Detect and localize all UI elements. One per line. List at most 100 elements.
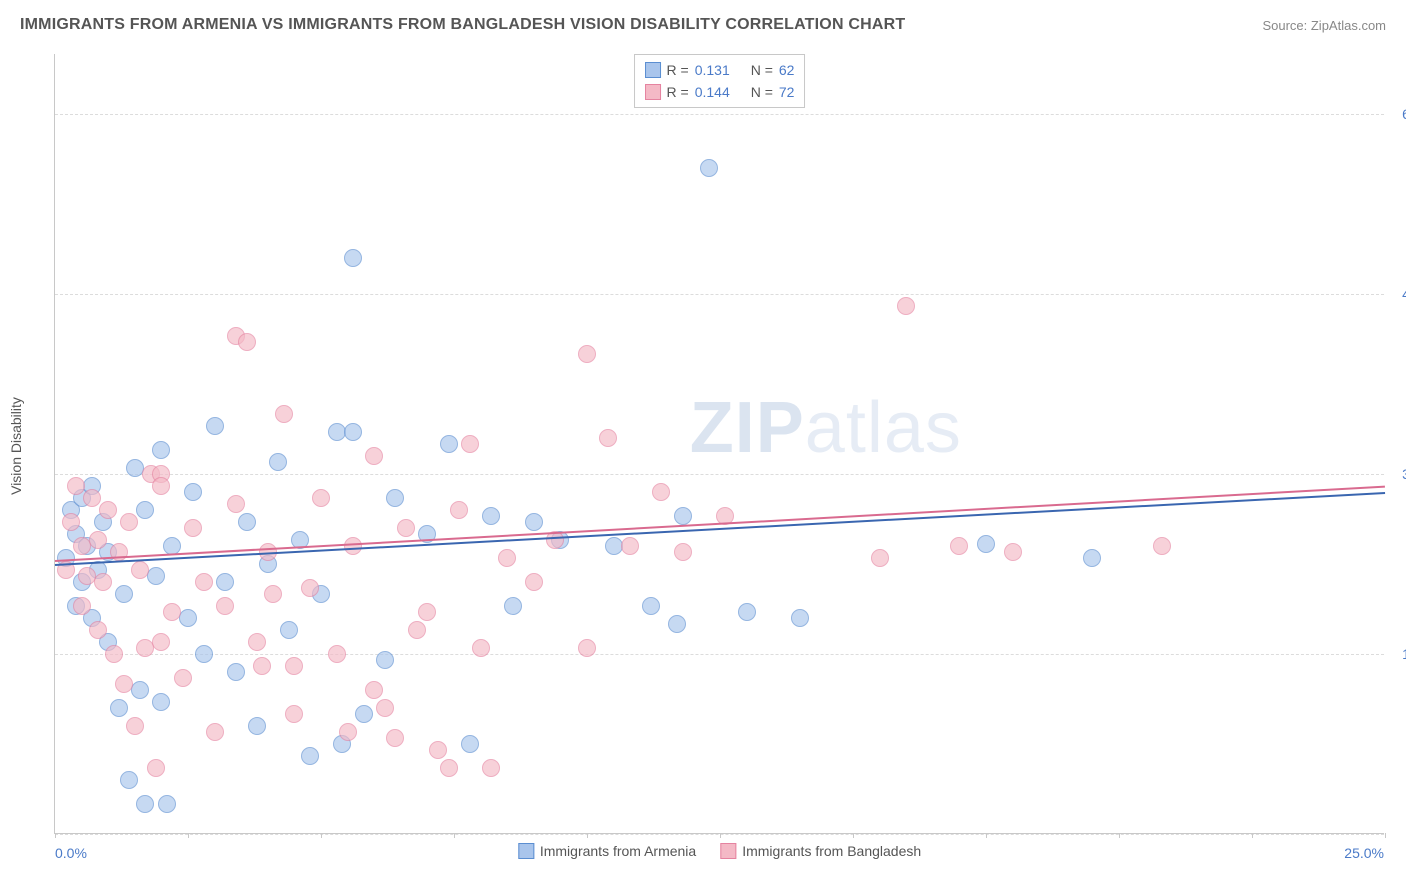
r-label: R = xyxy=(667,81,689,103)
data-point xyxy=(163,603,181,621)
data-point xyxy=(482,507,500,525)
data-point xyxy=(482,759,500,777)
n-label: N = xyxy=(751,59,773,81)
data-point xyxy=(621,537,639,555)
swatch-bangladesh xyxy=(720,843,736,859)
data-point xyxy=(365,681,383,699)
legend-item-armenia: Immigrants from Armenia xyxy=(518,843,696,859)
data-point xyxy=(312,489,330,507)
data-point xyxy=(977,535,995,553)
data-point xyxy=(275,405,293,423)
y-tick-label: 4.5% xyxy=(1388,286,1406,302)
data-point xyxy=(195,645,213,663)
data-point xyxy=(238,513,256,531)
r-value-bangladesh: 0.144 xyxy=(695,81,745,103)
legend-row-armenia: R = 0.131 N = 62 xyxy=(645,59,795,81)
data-point xyxy=(397,519,415,537)
data-point xyxy=(738,603,756,621)
data-point xyxy=(339,723,357,741)
data-point xyxy=(599,429,617,447)
data-point xyxy=(525,513,543,531)
x-tick xyxy=(986,833,987,838)
data-point xyxy=(131,681,149,699)
chart-title: IMMIGRANTS FROM ARMENIA VS IMMIGRANTS FR… xyxy=(20,16,905,34)
data-point xyxy=(429,741,447,759)
legend-item-bangladesh: Immigrants from Bangladesh xyxy=(720,843,921,859)
data-point xyxy=(184,483,202,501)
data-point xyxy=(248,633,266,651)
data-point xyxy=(83,489,101,507)
data-point xyxy=(269,453,287,471)
data-point xyxy=(355,705,373,723)
x-tick xyxy=(1385,833,1386,838)
data-point xyxy=(227,495,245,513)
data-point xyxy=(578,345,596,363)
data-point xyxy=(238,333,256,351)
watermark: ZIPatlas xyxy=(690,387,962,469)
data-point xyxy=(440,435,458,453)
data-point xyxy=(94,573,112,591)
data-point xyxy=(578,639,596,657)
n-label: N = xyxy=(751,81,773,103)
gridline xyxy=(55,474,1384,475)
data-point xyxy=(147,567,165,585)
data-point xyxy=(62,513,80,531)
data-point xyxy=(897,297,915,315)
x-tick xyxy=(587,833,588,838)
data-point xyxy=(179,609,197,627)
chart-header: IMMIGRANTS FROM ARMENIA VS IMMIGRANTS FR… xyxy=(20,16,1386,34)
y-tick-label: 3.0% xyxy=(1388,466,1406,482)
gridline xyxy=(55,654,1384,655)
data-point xyxy=(152,441,170,459)
data-point xyxy=(216,597,234,615)
data-point xyxy=(152,477,170,495)
data-point xyxy=(652,483,670,501)
data-point xyxy=(328,645,346,663)
data-point xyxy=(365,447,383,465)
data-point xyxy=(871,549,889,567)
legend-row-bangladesh: R = 0.144 N = 72 xyxy=(645,81,795,103)
y-axis-title: Vision Disability xyxy=(8,397,24,495)
watermark-atlas: atlas xyxy=(805,388,962,468)
source-attribution: Source: ZipAtlas.com xyxy=(1262,18,1386,33)
data-point xyxy=(791,609,809,627)
data-point xyxy=(386,489,404,507)
x-axis-max-label: 25.0% xyxy=(1344,845,1384,861)
x-axis-min-label: 0.0% xyxy=(55,845,87,861)
x-tick xyxy=(454,833,455,838)
data-point xyxy=(110,699,128,717)
gridline xyxy=(55,294,1384,295)
data-point xyxy=(184,519,202,537)
y-tick-label: 1.5% xyxy=(1388,646,1406,662)
data-point xyxy=(195,573,213,591)
data-point xyxy=(89,531,107,549)
trend-line xyxy=(55,492,1385,566)
data-point xyxy=(253,657,271,675)
data-point xyxy=(301,579,319,597)
watermark-zip: ZIP xyxy=(690,388,805,468)
n-value-bangladesh: 72 xyxy=(779,81,795,103)
data-point xyxy=(126,717,144,735)
scatter-chart: ZIPatlas R = 0.131 N = 62 R = 0.144 N = … xyxy=(54,54,1384,834)
x-tick xyxy=(1119,833,1120,838)
x-tick xyxy=(321,833,322,838)
data-point xyxy=(131,561,149,579)
data-point xyxy=(99,501,117,519)
data-point xyxy=(344,249,362,267)
data-point xyxy=(344,423,362,441)
data-point xyxy=(216,573,234,591)
data-point xyxy=(668,615,686,633)
x-tick xyxy=(1252,833,1253,838)
data-point xyxy=(120,513,138,531)
y-tick-label: 6.0% xyxy=(1388,106,1406,122)
data-point xyxy=(136,501,154,519)
n-value-armenia: 62 xyxy=(779,59,795,81)
data-point xyxy=(67,477,85,495)
data-point xyxy=(89,621,107,639)
data-point xyxy=(120,771,138,789)
data-point xyxy=(461,735,479,753)
data-point xyxy=(408,621,426,639)
data-point xyxy=(1083,549,1101,567)
data-point xyxy=(264,585,282,603)
data-point xyxy=(115,585,133,603)
